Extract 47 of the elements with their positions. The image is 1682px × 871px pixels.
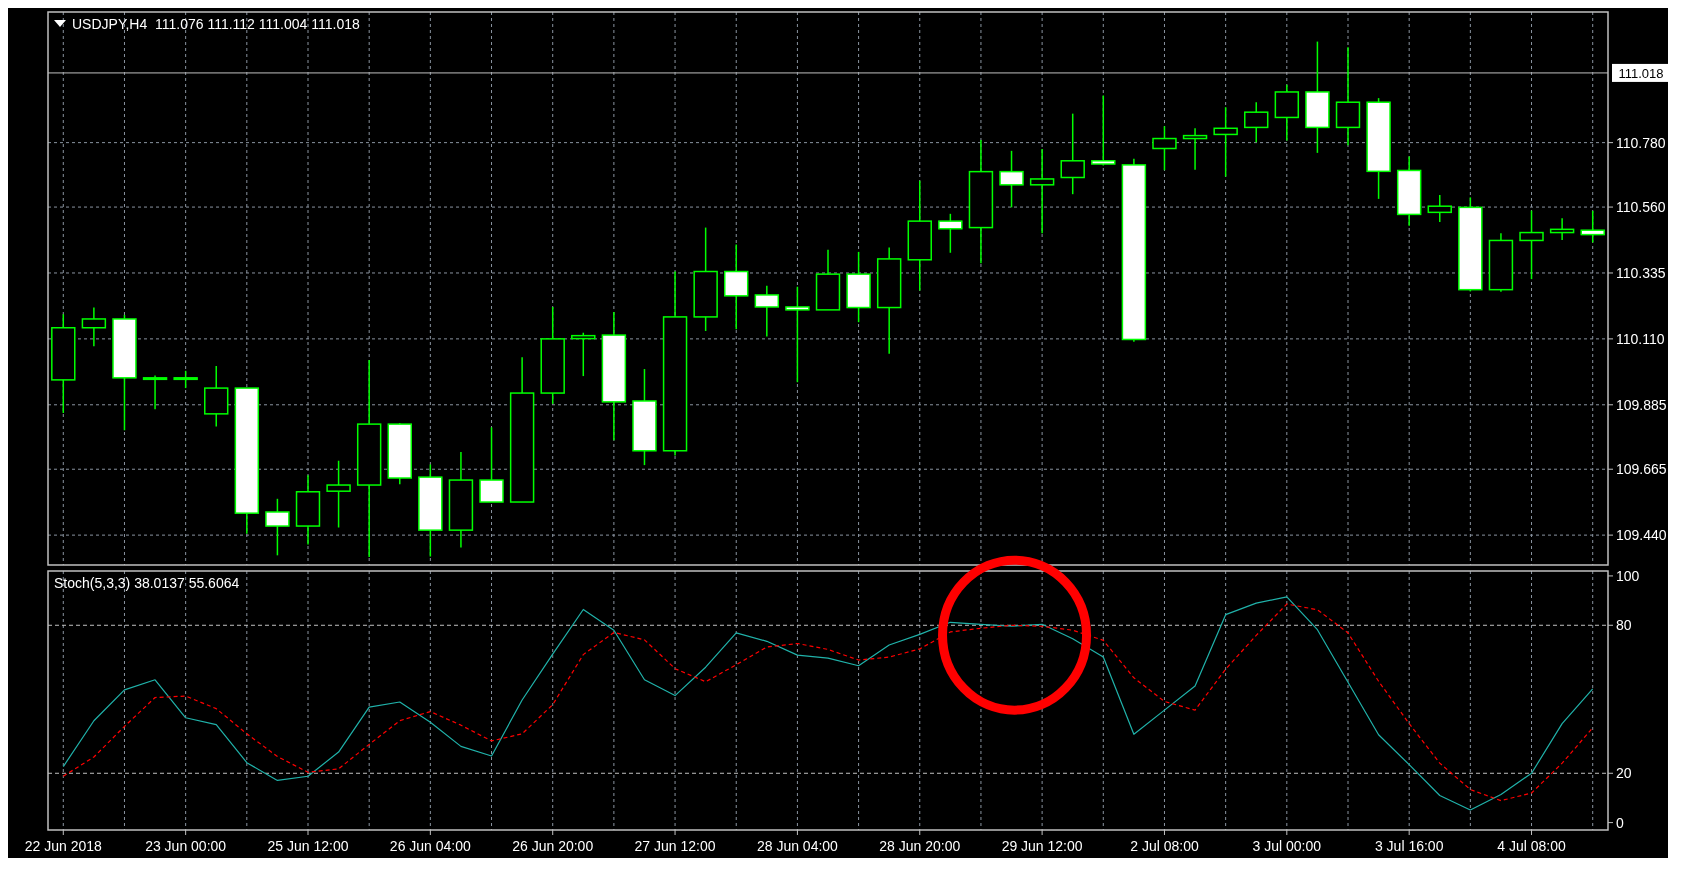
y-tick-label: 110.560 [1616,199,1666,216]
y-tick-label: 109.665 [1616,461,1667,478]
candlestick [1182,127,1208,171]
x-tick-label: 3 Jul 00:00 [1252,838,1322,854]
candlestick [999,150,1024,209]
y-tick-label: 20 [1616,765,1632,782]
candlestick [1519,209,1544,280]
x-tick-label: 28 Jun 20:00 [879,838,961,854]
candlestick [938,213,963,254]
y-tick-label: 110.110 [1616,330,1665,347]
candlestick [265,498,290,557]
x-tick-label: 22 Jun 2018 [24,838,103,854]
x-tick-label: 3 Jul 16:00 [1374,838,1444,854]
candlestick [1580,210,1605,244]
candlestick [1029,148,1055,234]
x-tick-label: 26 Jun 04:00 [389,838,472,854]
ref-line-label: 111.018 [1618,65,1664,81]
x-tick-label: 23 Jun 00:00 [145,838,227,854]
candlestick [1244,101,1269,144]
candlestick [81,306,107,347]
y-tick-label: 110.780 [1616,134,1666,151]
x-tick-label: 26 Jun 20:00 [512,838,594,854]
y-tick-label: 109.440 [1616,527,1667,544]
x-tick-label: 27 Jun 12:00 [634,838,716,854]
candlestick [479,426,504,503]
candlestick [1213,106,1238,178]
y-tick-label: 0 [1616,814,1624,831]
y-tick-label: 100 [1616,567,1640,584]
candlestick [326,459,351,529]
candlestick [1060,112,1085,195]
x-tick-label: 2 Jul 08:00 [1130,838,1199,854]
candlestick [571,331,596,377]
candlestick [1091,94,1116,167]
x-tick-label: 29 Jun 12:00 [1001,838,1083,854]
y-tick-label: 109.885 [1616,396,1667,413]
chart-title: Stoch(5,3,3) 38.0137 55.6064 [54,575,240,591]
y-tick-label: 80 [1616,617,1632,634]
x-tick-label: 28 Jun 04:00 [756,838,839,854]
candlestick [754,285,780,338]
candlestick [1152,125,1177,171]
x-tick-label: 25 Jun 12:00 [267,838,349,854]
candlestick [142,374,168,410]
candlestick [785,285,810,383]
x-tick-label: 4 Jul 08:00 [1497,838,1566,854]
candlestick [1427,194,1452,223]
y-tick-label: 110.335 [1616,264,1666,281]
chart-title: USDJPY,H4 111.076 111.112 111.004 111.018 [72,16,360,32]
